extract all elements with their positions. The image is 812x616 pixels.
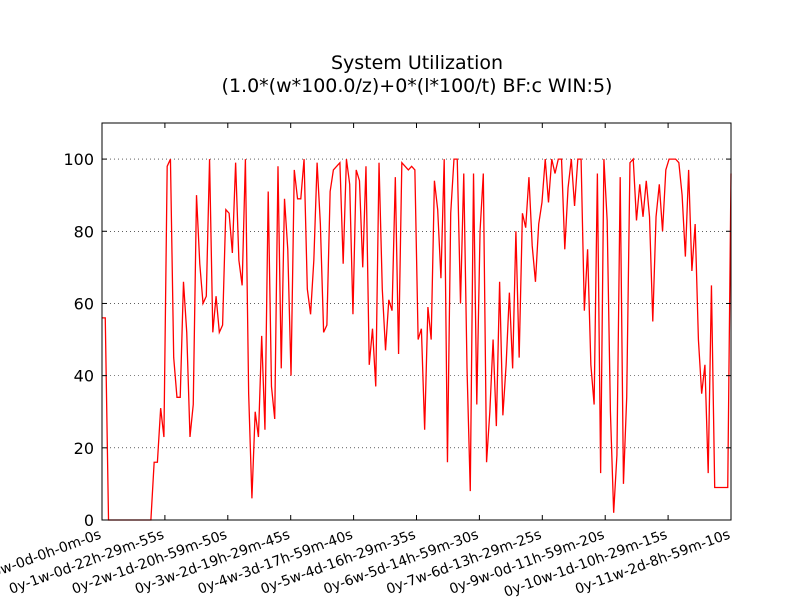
y-tick-label: 0 (84, 511, 94, 530)
chart-title: System Utilization (331, 52, 503, 74)
y-tick-label: 20 (74, 439, 94, 458)
series-layer (102, 157, 732, 521)
axes: 0204060801000y-0w-0d-0h-0m-0s0y-1w-0d-22… (0, 123, 732, 601)
y-tick-label: 80 (74, 222, 94, 241)
utilization-series-line (102, 157, 732, 521)
plot-area-frame (101, 122, 732, 521)
y-tick-label: 100 (63, 150, 94, 169)
grid-lines (102, 158, 731, 449)
y-tick-label: 60 (74, 294, 94, 313)
y-tick-label: 40 (74, 367, 94, 386)
chart-subtitle: (1.0*(w*100.0/z)+0*(l*100/t) BF:c WIN:5) (222, 75, 613, 97)
